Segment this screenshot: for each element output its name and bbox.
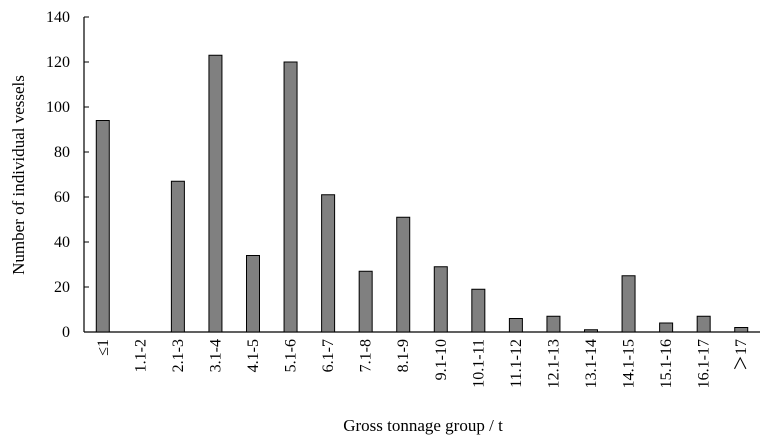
x-tick-label: 6.1-7 [320, 339, 337, 372]
y-axis-label: Number of individual vessels [9, 75, 28, 275]
x-axis-ticks: ≤1 1.1-2 2.1-3 3.1-4 4.1-5 5.1-6 6.1-7 7.1-8 8.1… [95, 339, 750, 388]
x-tick-label: 5.1-6 [283, 339, 300, 372]
bar-15 [621, 275, 636, 333]
x-axis-label: Gross tonnage group / t [343, 416, 503, 435]
x-tick-label: 16.1-17 [696, 339, 713, 388]
bar-7 [321, 194, 336, 333]
bar-17 [696, 315, 711, 333]
y-tick-label: 140 [46, 9, 70, 26]
y-tick-label: 40 [54, 234, 70, 251]
x-tick-label: 9.1-10 [433, 339, 450, 380]
y-tick-label: 0 [62, 324, 70, 341]
bar-12 [508, 318, 523, 333]
x-tick-label: 4.1-5 [245, 339, 262, 372]
x-tick-label: 15.1-16 [658, 339, 675, 388]
x-tick-label: 12.1-13 [545, 339, 562, 388]
y-tick-label: 80 [54, 144, 70, 161]
x-tick-label: 10.1-11 [470, 339, 487, 388]
x-tick-label: 7.1-8 [358, 339, 375, 372]
x-tick-label: 8.1-9 [395, 339, 412, 372]
bar-9 [396, 216, 411, 333]
x-tick-label: 11.1-12 [508, 339, 525, 388]
y-tick-label: 100 [46, 99, 70, 116]
chart-axes [83, 17, 760, 333]
bar-4 [208, 54, 223, 333]
bar-5 [246, 255, 260, 333]
bar-10 [433, 266, 448, 333]
x-tick-label: 13.1-14 [583, 339, 600, 388]
y-axis-ticks: 0 20 40 60 80 100 120 140 [46, 9, 89, 341]
bar-11 [471, 288, 486, 333]
bar-14 [584, 329, 598, 333]
bar-16 [659, 322, 674, 333]
bar-6 [283, 61, 298, 333]
bar-series [95, 54, 749, 333]
bar-1 [95, 120, 110, 333]
x-tick-label: ＞17 [733, 339, 750, 371]
x-tick-label: ≤1 [95, 339, 112, 356]
y-tick-label: 60 [54, 189, 70, 206]
y-tick-label: 120 [46, 54, 70, 71]
bar-8 [358, 270, 373, 333]
x-tick-label: 3.1-4 [207, 339, 224, 372]
bar-18 [734, 327, 749, 333]
bar-13 [546, 315, 561, 333]
x-tick-label: 2.1-3 [170, 339, 187, 372]
x-tick-label: 1.1-2 [132, 339, 149, 372]
bar-3 [170, 180, 185, 333]
y-tick-label: 20 [54, 279, 70, 296]
x-tick-label: 14.1-15 [621, 339, 638, 388]
